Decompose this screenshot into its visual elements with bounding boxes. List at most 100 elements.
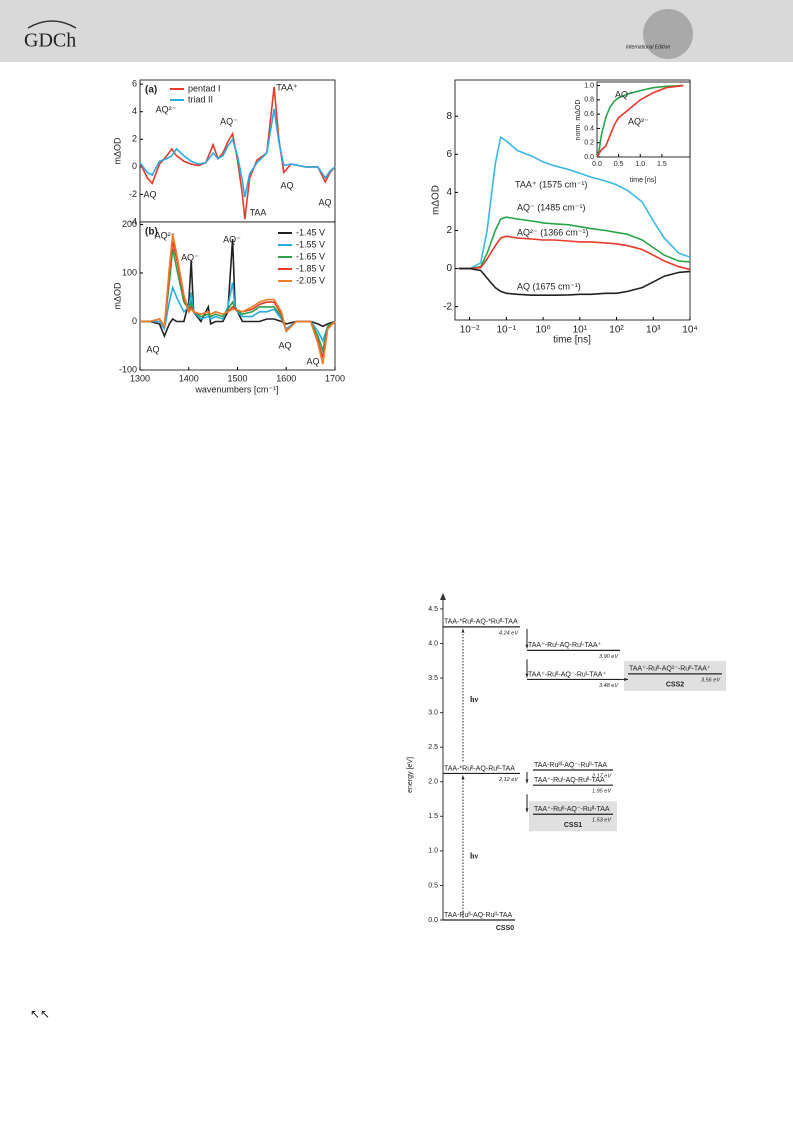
excitation-label: hν (470, 695, 478, 704)
plot-frame (596, 81, 691, 158)
y-tick-label: 3.0 (428, 709, 438, 716)
annotation: AQ (143, 189, 156, 199)
series-line (458, 235, 691, 271)
level-label: TAA-Ruᴵᴵᴵ-AQ⁻-Ruᴵᴵ-TAA (534, 762, 607, 769)
arrow-head (624, 677, 628, 681)
y-tick-label: 0 (132, 316, 137, 326)
series-line (596, 84, 684, 158)
energy-label: 1.53 eV (592, 818, 612, 824)
legend-label: -1.55 V (296, 239, 325, 249)
y-tick-label: 0.6 (584, 111, 594, 118)
legend-label: pentad I (188, 83, 221, 93)
state-label: CSS0 (496, 925, 514, 932)
y-tick-label: -2 (443, 301, 452, 312)
y-tick-label: 1.0 (584, 82, 594, 89)
arrow-head (525, 673, 529, 678)
arrow-head (525, 808, 529, 813)
series-label: AQ⁻ (615, 89, 633, 99)
x-tick-label: 10⁻² (460, 325, 480, 336)
x-tick-label: 1600 (276, 373, 296, 383)
state-label: CSS1 (564, 822, 582, 829)
energy-label: 4.24 eV (499, 630, 519, 636)
level-label: TAA-*Ruᴵᴵ-AQ-Ruᴵᴵ-TAA (444, 765, 515, 772)
y-tick-label: 0.8 (584, 97, 594, 104)
y-tick-label: 6 (446, 149, 452, 160)
annotation: TAA (250, 207, 267, 217)
excitation-label: hν (470, 852, 478, 861)
series-line (458, 267, 691, 296)
y-axis-label: mΔOD (431, 185, 442, 215)
level-label: TAA-Ruᴵᴵ-AQ-Ruᴵᴵ-TAA (444, 912, 513, 919)
level-label: TAA⁺-Ruᴵᴵ-AQ⁻-Ruᴵᴵ-TAA (534, 806, 610, 813)
series-line (458, 216, 691, 270)
x-tick-label: 10² (609, 325, 624, 336)
y-axis-label: norm. mΔOD (575, 100, 582, 141)
x-tick-label: 1700 (325, 373, 345, 383)
annotation: AQ²⁻ (156, 104, 177, 114)
y-tick-label: 4.5 (428, 606, 438, 613)
state-box (529, 801, 617, 832)
y-tick-label: -100 (119, 364, 137, 374)
logo-arc (27, 20, 77, 29)
axis-arrow (440, 593, 446, 600)
arrow-head (461, 775, 465, 780)
y-tick-label: 0.2 (584, 140, 594, 147)
y-tick-label: 0.0 (428, 917, 438, 924)
y-tick-label: 0 (132, 161, 137, 171)
x-tick-label: 0.5 (614, 161, 624, 168)
x-tick-label: 10⁰ (536, 325, 551, 336)
energy-label: 3.90 eV (599, 654, 619, 660)
y-tick-label: 0 (446, 263, 452, 274)
series-line (139, 108, 336, 198)
edition: International Edition (626, 44, 670, 50)
y-tick-label: 0.4 (584, 125, 594, 132)
y-tick-label: 4 (446, 187, 452, 198)
y-axis-label: energy [eV] (407, 757, 414, 793)
arrow-head (525, 644, 529, 649)
series-label: AQ²⁻ (628, 116, 649, 126)
legend-label: triad II (188, 94, 213, 104)
legend-label: -1.45 V (296, 227, 325, 237)
y-tick-label: 8 (446, 111, 452, 122)
level-label: TAA⁺-Ruᴵ-AQ-Ruᴵᴵ-TAA (534, 777, 605, 784)
y-axis-label: mΔOD (112, 137, 122, 165)
y-tick-label: -2 (129, 189, 137, 199)
y-tick-label: 0.0 (584, 154, 594, 161)
level-label: TAA⁺-Ruᴵᴵ-AQ⁻-Ruᴵ-TAA⁺ (528, 671, 606, 678)
annotation: AQ⁻ (220, 116, 238, 126)
y-tick-label: 3.5 (428, 675, 438, 682)
panel-label: (a) (145, 85, 157, 96)
annotation: AQ (278, 340, 291, 350)
y-tick-label: 2 (446, 225, 452, 236)
x-tick-label: 10⁴ (682, 325, 697, 336)
arrow-head (461, 628, 465, 633)
series-label: TAA⁺ (1575 cm⁻¹) (515, 179, 587, 189)
y-tick-label: 6 (132, 79, 137, 89)
annotation: AQ (280, 180, 293, 190)
y-tick-label: -4 (129, 216, 137, 226)
series-line (596, 84, 684, 158)
x-tick-label: 1300 (130, 373, 150, 383)
arrow-head (525, 779, 529, 784)
annotation: AQ⁻ (223, 234, 241, 244)
annotation: AQ²⁻ (155, 230, 176, 240)
energy-label: 2.12 eV (498, 777, 519, 783)
legend-label: -1.65 V (296, 251, 325, 261)
energy-label: 3.48 eV (599, 683, 619, 689)
energy-label: 3.56 eV (701, 677, 721, 683)
x-tick-label: 1.5 (657, 161, 667, 168)
x-tick-label: 10¹ (573, 325, 588, 336)
y-tick-label: 2 (132, 134, 137, 144)
legend-label: -2.05 V (296, 275, 325, 285)
logo: GDCh (24, 30, 76, 52)
x-tick-label: 1500 (227, 373, 247, 383)
y-tick-label: 4 (132, 106, 137, 116)
annotation: AQ (318, 197, 331, 207)
y-tick-label: 1.0 (428, 848, 438, 855)
footer-mark: ↖↖ (30, 1007, 50, 1021)
y-tick-label: 0.5 (428, 882, 438, 889)
edition-badge (643, 9, 693, 59)
x-tick-label: 1400 (179, 373, 199, 383)
x-tick-label: 10³ (646, 325, 661, 336)
